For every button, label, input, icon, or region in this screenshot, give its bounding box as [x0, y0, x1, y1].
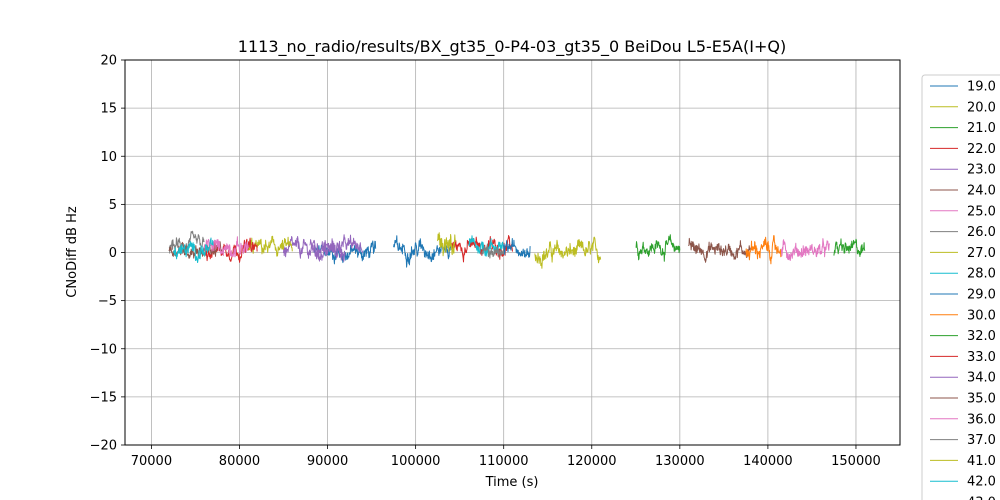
series-line-30.0 [745, 235, 782, 265]
legend-label: 37.0 [967, 433, 996, 448]
series-line-34.0 [309, 234, 364, 260]
series-line-21.0 [635, 234, 681, 262]
series-line-24.0 [688, 237, 751, 263]
legend-label: 35.0 [967, 392, 996, 407]
legend-label: 20.0 [967, 100, 996, 115]
series-line-37.0 [481, 243, 505, 259]
legend-label: 29.0 [967, 288, 996, 303]
x-tick-label: 120000 [567, 454, 617, 469]
x-tick-label: 130000 [655, 454, 705, 469]
series-line-25.0 [780, 238, 830, 261]
legend-label: 24.0 [967, 184, 996, 199]
x-tick-label: 90000 [307, 454, 348, 469]
legend-label: 43.0 [967, 496, 996, 500]
legend-label: 26.0 [967, 225, 996, 240]
y-axis-label: CNoDiff dB Hz [65, 206, 80, 298]
x-tick-label: 110000 [479, 454, 529, 469]
series-layer [168, 230, 866, 269]
y-tick-label: 0 [109, 246, 117, 261]
y-tick-label: −10 [90, 342, 117, 357]
x-tick-label: 100000 [391, 454, 441, 469]
series-line-32.0 [833, 238, 866, 257]
legend-label: 34.0 [967, 371, 996, 386]
legend-label: 22.0 [967, 142, 996, 157]
legend-label: 27.0 [967, 246, 996, 261]
legend-label: 42.0 [967, 475, 996, 490]
series-line-19.0 [313, 240, 377, 265]
legend-label: 19.0 [967, 80, 996, 95]
series-line-43.0 [503, 238, 531, 258]
y-tick-label: −5 [98, 294, 117, 309]
legend-label: 25.0 [967, 204, 996, 219]
legend: 19.0 20.0 21.0 22.0 23.0 24.0 25.0 26.0 27.0 28.0… [921, 74, 1000, 500]
series-line-42.0 [172, 237, 214, 263]
series-line-27.0 [247, 235, 293, 257]
y-tick-label: 5 [109, 198, 117, 213]
chart-title: 1113_no_radio/results/BX_gt35_0-P4-03_gt… [238, 37, 786, 57]
legend-label: 41.0 [967, 454, 996, 469]
tick-layer: 70000 80000 90000 100000 110000 120000 130000 1… [90, 54, 881, 470]
y-tick-label: −15 [90, 390, 117, 405]
x-axis-label: Time (s) [485, 475, 539, 490]
y-tick-label: 15 [100, 102, 117, 117]
legend-box [921, 74, 1000, 500]
x-tick-label: 70000 [131, 454, 172, 469]
legend-label: 21.0 [967, 121, 996, 136]
legend-label: 23.0 [967, 163, 996, 178]
y-tick-label: −20 [90, 439, 117, 454]
y-tick-label: 10 [100, 150, 117, 165]
legend-label: 33.0 [967, 350, 996, 365]
x-tick-label: 140000 [743, 454, 793, 469]
legend-label: 36.0 [967, 412, 996, 427]
legend-label: 30.0 [967, 308, 996, 323]
legend-label: 32.0 [967, 329, 996, 344]
x-tick-label: 150000 [831, 454, 881, 469]
y-tick-label: 20 [100, 54, 117, 69]
legend-label: 28.0 [967, 267, 996, 282]
series-line-20.0 [534, 236, 602, 269]
series-line-41.0 [437, 232, 456, 257]
x-tick-label: 80000 [219, 454, 260, 469]
